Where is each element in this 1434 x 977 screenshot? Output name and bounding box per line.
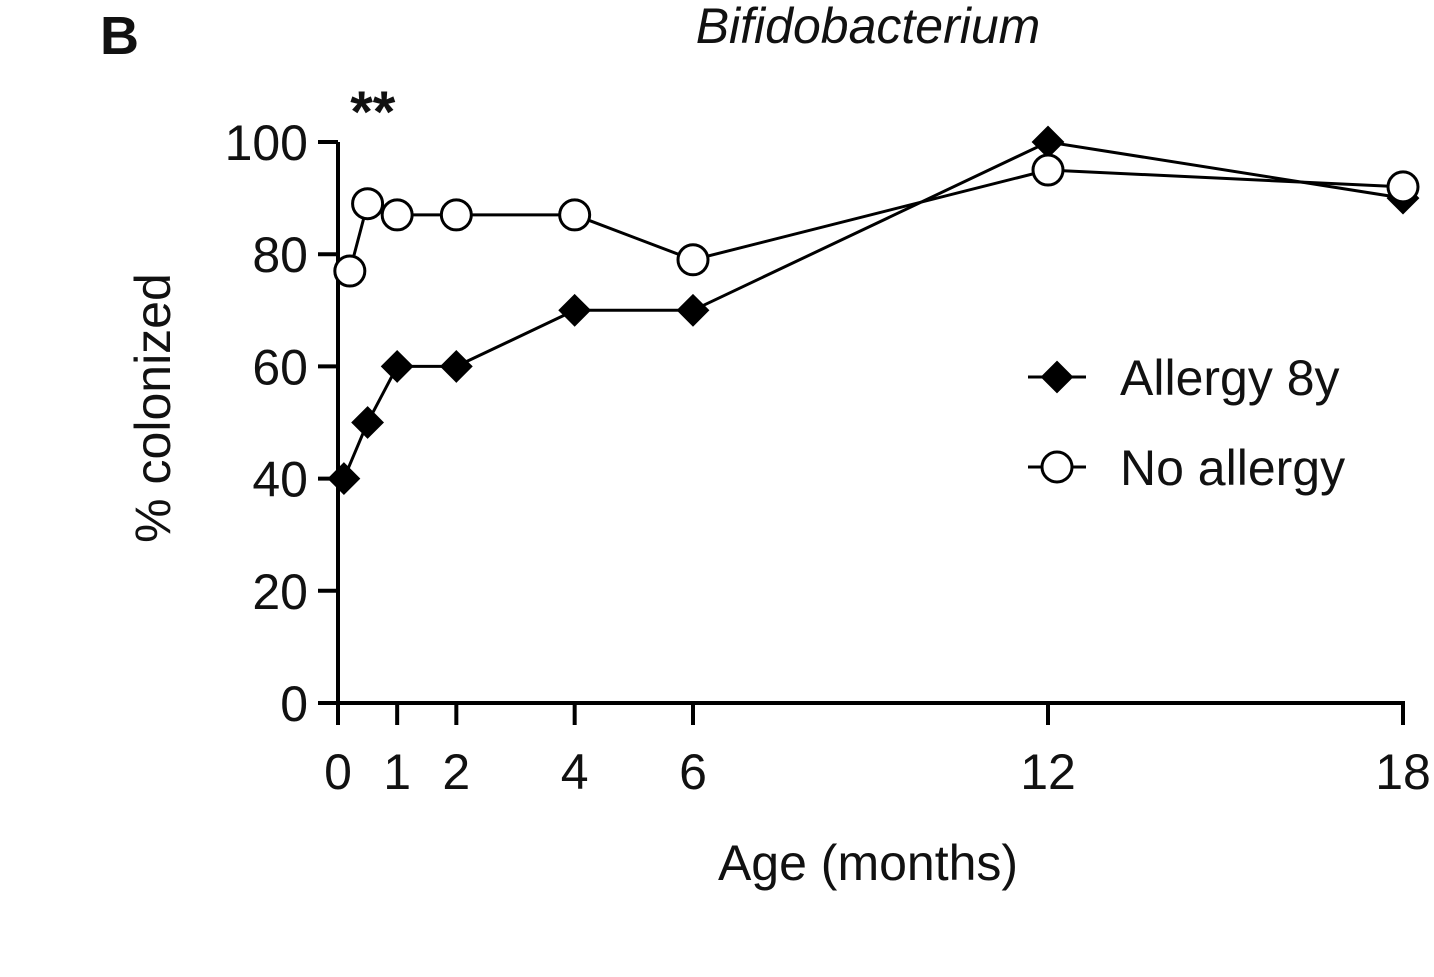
legend-marker-1 (1040, 360, 1074, 394)
x-axis-label: Age (months) (718, 835, 1018, 891)
data-point-series-2 (351, 187, 385, 221)
legend: Allergy 8y No allergy (1028, 350, 1345, 496)
y-tick-label: 60 (252, 339, 308, 395)
data-point-series-1 (439, 349, 473, 383)
y-tick-label: 0 (280, 676, 308, 732)
y-tick-label: 100 (225, 115, 308, 171)
x-tick-label: 0 (324, 744, 352, 800)
x-tick-label: 6 (679, 744, 707, 800)
x-tick-label: 1 (383, 744, 411, 800)
data-point-series-1 (676, 293, 710, 327)
y-tick-label: 40 (252, 452, 308, 508)
data-point-series-1 (1031, 125, 1065, 159)
significance-annotation: ** (350, 80, 396, 145)
legend-marker-2 (1040, 450, 1074, 484)
series-line-2 (348, 168, 1404, 272)
data-point-series-2 (333, 254, 367, 288)
x-tick-label: 18 (1375, 744, 1431, 800)
data-point-series-1 (380, 349, 414, 383)
x-tick-label: 4 (561, 744, 589, 800)
series-layer (327, 125, 1420, 496)
y-axis-label: % colonized (125, 273, 181, 543)
data-point-series-2 (1386, 170, 1420, 204)
data-point-series-2 (439, 198, 473, 232)
y-tick-label: 80 (252, 227, 308, 283)
y-tick-label: 20 (252, 564, 308, 620)
panel-letter: B (100, 6, 139, 66)
x-tick-label: 12 (1020, 744, 1076, 800)
data-point-series-2 (558, 198, 592, 232)
chart-title: Bifidobacterium (696, 0, 1041, 54)
data-point-series-2 (1031, 153, 1065, 187)
x-tick-label: 2 (442, 744, 470, 800)
series-line-1 (342, 140, 1404, 480)
data-point-series-2 (676, 243, 710, 277)
legend-label-1: Allergy 8y (1120, 350, 1340, 406)
data-point-series-1 (327, 462, 361, 496)
data-point-series-1 (558, 293, 592, 327)
legend-label-2: No allergy (1120, 440, 1345, 496)
data-point-series-1 (351, 406, 384, 439)
data-point-series-2 (380, 198, 414, 232)
